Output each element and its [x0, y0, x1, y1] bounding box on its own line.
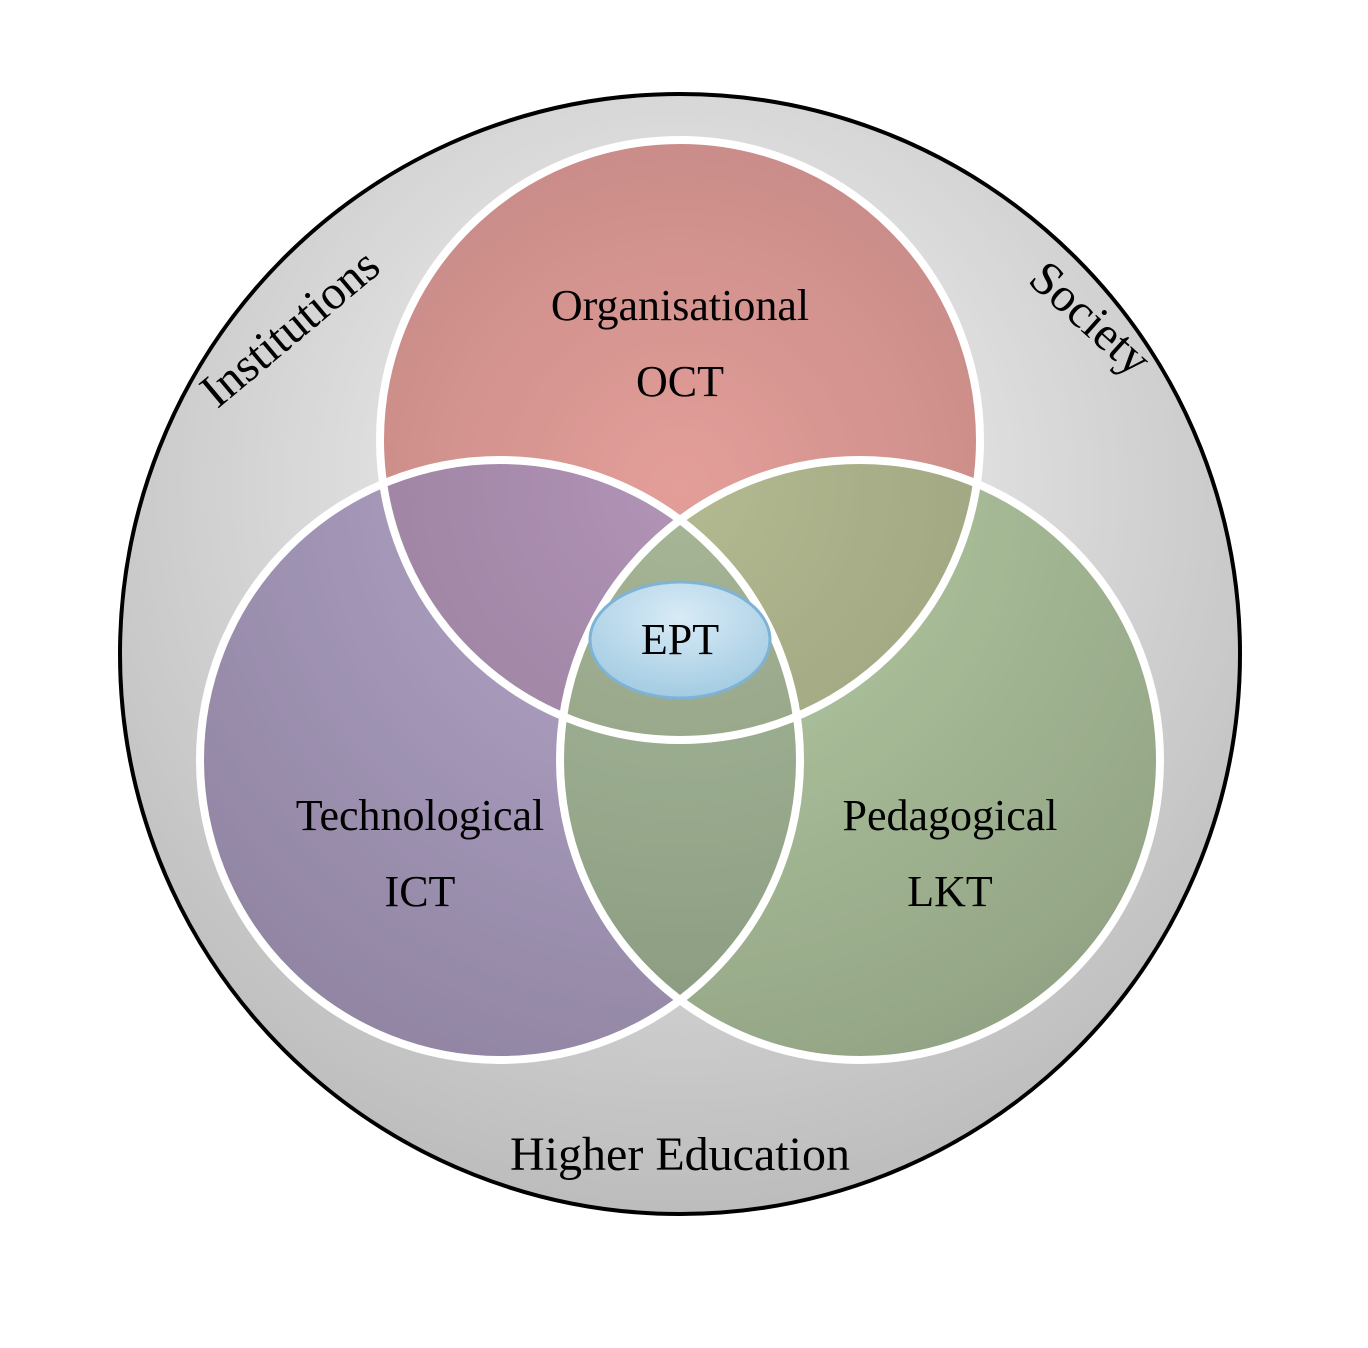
label-technological-line2: ICT — [385, 867, 456, 916]
label-organisational-line1: Organisational — [551, 281, 809, 330]
label-pedagogical-line2: LKT — [907, 867, 993, 916]
label-pedagogical-line1: Pedagogical — [842, 791, 1057, 840]
label-technological-line1: Technological — [296, 791, 545, 840]
venn-svg: Organisational OCT Technological ICT Ped… — [0, 0, 1368, 1348]
venn-diagram-stage: Organisational OCT Technological ICT Ped… — [0, 0, 1368, 1348]
label-ept: EPT — [641, 615, 719, 664]
context-label-higher-education: Higher Education — [510, 1128, 850, 1181]
label-organisational-line2: OCT — [636, 357, 724, 406]
